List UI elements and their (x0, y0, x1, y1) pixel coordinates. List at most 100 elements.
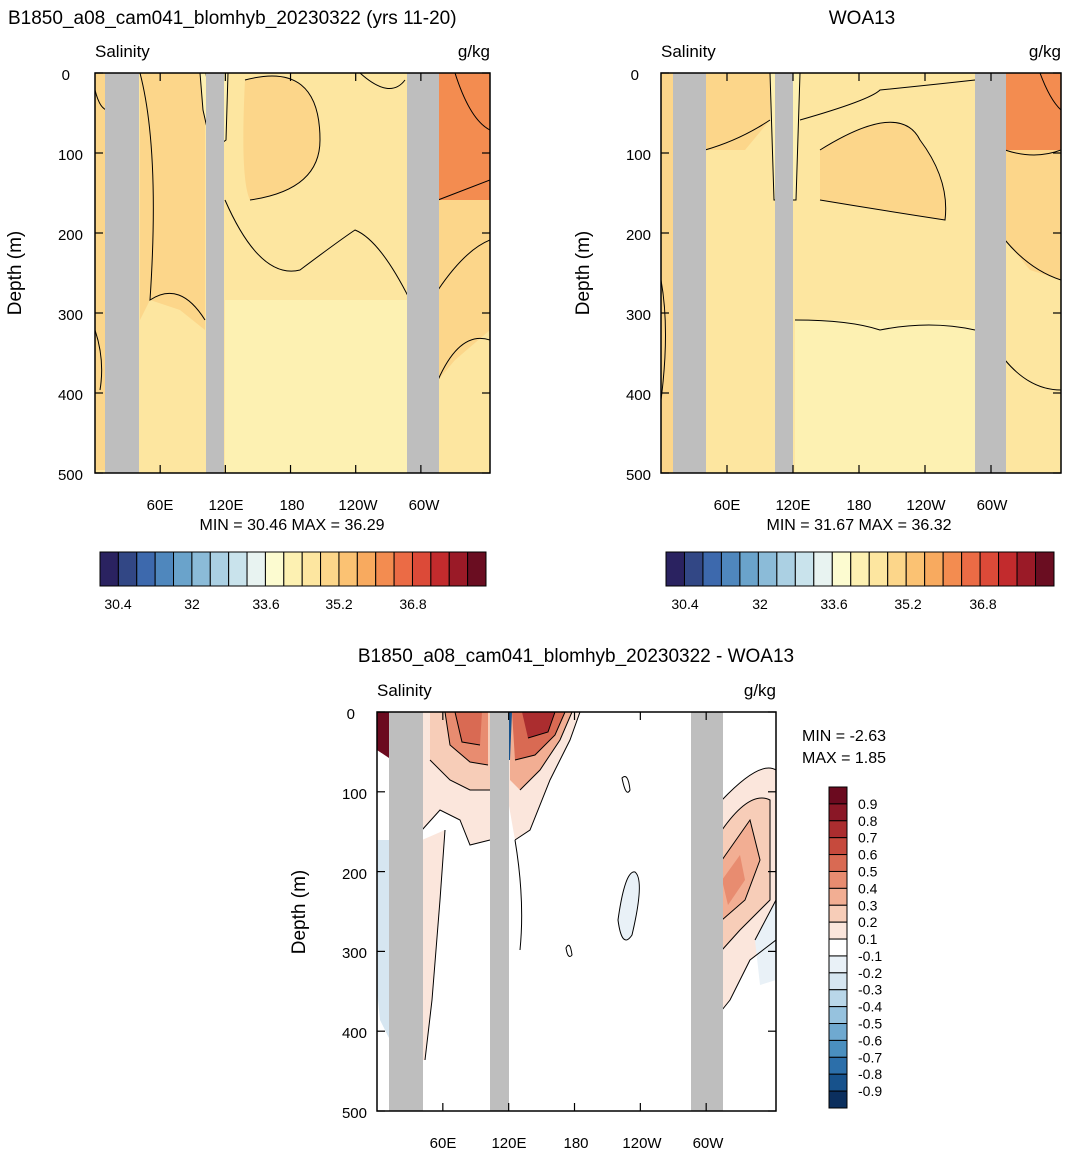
panel-obs-title: WOA13 (829, 8, 896, 29)
contour-line (429, 759, 490, 791)
land-mask-americas (691, 712, 723, 1111)
colorbar-swatch (209, 551, 230, 587)
xtick-label: 120E (491, 1135, 526, 1152)
colorbar-tick-label: -0.7 (858, 1049, 882, 1065)
panel-obs-frame (660, 72, 1062, 474)
land-mask-maritime-continent (490, 712, 509, 1111)
colorbar-swatch (828, 1056, 848, 1075)
xtick-label: 120W (622, 1135, 662, 1152)
land-mask-africa (673, 73, 706, 473)
axis-tick-marks (377, 711, 776, 1112)
colorbar-tick-label: -0.6 (858, 1032, 882, 1048)
xtick-label: 60W (693, 1135, 725, 1152)
field-region-atlantic-high (1005, 73, 1061, 160)
contour-line (661, 279, 666, 401)
contour-line (437, 338, 490, 381)
contour-line (721, 797, 771, 951)
ytick-label: 0 (631, 67, 639, 84)
colorbar-swatch (320, 551, 340, 587)
colorbar-swatch (794, 551, 815, 587)
colorbar-swatch (228, 551, 248, 587)
colorbar-swatch (979, 551, 1000, 587)
xtick-label: 180 (563, 1135, 588, 1152)
panel-obs-ylabel: Depth (m) (573, 231, 594, 315)
axis-tick-marks (95, 72, 490, 474)
ytick-label: 200 (626, 227, 651, 244)
colorbar-swatch (136, 551, 156, 587)
ytick-label: 0 (62, 67, 70, 84)
field-region-deep (225, 300, 410, 473)
colorbar-swatch (828, 1023, 848, 1041)
panel-model: B1850_a08_cam041_blomhyb_20230322 (yrs 1… (5, 8, 491, 612)
contour-line (794, 319, 976, 331)
colorbar-swatch (828, 989, 848, 1008)
axis-tick-marks (661, 72, 1061, 474)
colorbar-tick-label: 0.2 (858, 914, 878, 930)
colorbar-tick-label: 30.4 (671, 596, 698, 612)
ytick-label: 100 (626, 147, 651, 164)
colorbar-tick-label: -0.2 (858, 965, 882, 981)
colorbar-tick-label: -0.3 (858, 982, 882, 998)
ytick-label: 300 (58, 307, 83, 324)
field-region-pacific-bulge (243, 76, 320, 200)
colorbar-tick-label: 36.8 (969, 596, 996, 612)
contour-line (721, 939, 776, 1011)
ytick-label: 300 (626, 307, 651, 324)
colorbar-swatch (720, 551, 741, 587)
colorbar-swatch (173, 551, 193, 587)
anomaly-positive-west-pacific-peak (522, 712, 555, 738)
colorbar-swatch (942, 551, 963, 587)
colorbar-tick-label: 0.7 (858, 830, 878, 846)
contour-line (819, 121, 947, 221)
ytick-label: 400 (342, 1025, 367, 1042)
panel-obs-field (661, 73, 1061, 473)
contour-line (421, 809, 491, 846)
contour-line (514, 712, 581, 841)
panel-diff-xticks: 60E 120E 180 120W 60W (430, 1135, 725, 1152)
colorbar-swatch (850, 551, 870, 587)
colorbar-swatch (924, 551, 944, 587)
colorbar-swatch (117, 551, 138, 587)
panel-model-xticks: 60E 120E 180 120W 60W (147, 497, 441, 514)
colorbar-swatch (828, 1073, 848, 1092)
field-region-atlantic-mid (1005, 150, 1061, 280)
colorbar-tick-label: 0.9 (858, 796, 878, 812)
colorbar-tick-label: 30.4 (104, 596, 131, 612)
xtick-label: 120E (775, 497, 810, 514)
field-region-west-pacific (140, 73, 205, 330)
ytick-label: 300 (342, 945, 367, 962)
colorbar-tick-label: -0.9 (858, 1083, 882, 1099)
xtick-label: 60W (409, 497, 441, 514)
ytick-label: 0 (347, 706, 355, 723)
colorbar-swatch (868, 551, 889, 587)
panel-model-units-label: g/kg (458, 42, 490, 61)
colorbar-swatch (356, 551, 377, 587)
colorbar-swatch (828, 837, 848, 856)
colorbar-tick-label: 0.8 (858, 813, 878, 829)
contour-line (139, 73, 206, 321)
panel-model-ylabel: Depth (m) (5, 231, 26, 315)
contour-line (621, 776, 631, 793)
colorbar-swatch (828, 1090, 848, 1109)
colorbar-swatch (665, 551, 685, 587)
colorbar-swatch (828, 1006, 848, 1025)
colorbar-swatch (702, 551, 722, 587)
anomaly-negative-pacific (618, 871, 640, 940)
colorbar-tick-label: 32 (184, 596, 200, 612)
panel-diff-variable-label: Salinity (377, 681, 432, 700)
xtick-label: 180 (279, 497, 304, 514)
colorbar-swatch (828, 870, 848, 889)
colorbar-tick-label: 0.4 (858, 880, 878, 896)
contour-line (721, 767, 776, 801)
colorbar-tick-label: 32 (752, 596, 768, 612)
contour-line (514, 712, 566, 761)
colorbar-tick-label: 36.8 (399, 596, 426, 612)
colorbar-swatch (998, 551, 1018, 587)
colorbar-swatch (1035, 551, 1055, 587)
colorbar-swatch (1016, 551, 1037, 587)
panel-obs-colorbar (665, 551, 1055, 587)
panel-obs-minmax: MIN = 31.67 MAX = 36.32 (767, 517, 952, 534)
colorbar-tick-label: 0.3 (858, 897, 878, 913)
contour-line (454, 73, 490, 131)
ytick-label: 400 (626, 387, 651, 404)
